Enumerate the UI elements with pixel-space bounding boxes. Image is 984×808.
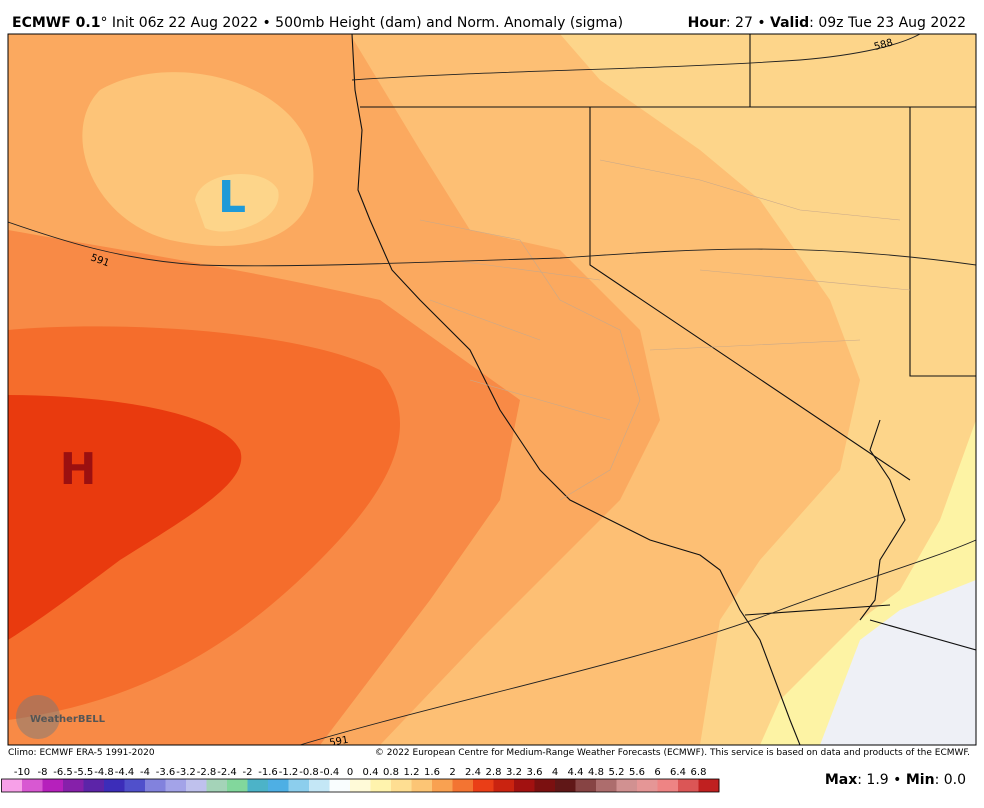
colorbar-label: 2 [449, 767, 455, 778]
colorbar-label: 4.4 [568, 767, 584, 778]
colorbar-label: -3.2 [176, 767, 196, 778]
colorbar-swatch [63, 779, 84, 792]
colorbar-swatch [637, 779, 658, 792]
colorbar-swatch [288, 779, 310, 792]
title: ECMWF 0.1° Init 06z 22 Aug 2022 • 500mb … [12, 15, 623, 31]
contour-label: 588 [873, 37, 894, 53]
colorbar-swatch [145, 779, 166, 792]
colorbar-swatch [124, 779, 146, 792]
colorbar-label: -0.8 [299, 767, 319, 778]
colorbar-swatch [247, 779, 269, 792]
colorbar-label: -2.8 [197, 767, 217, 778]
map-frame [7, 33, 977, 746]
title-bold: ECMWF 0.1 [12, 15, 100, 31]
colorbar-label: 2.4 [465, 767, 481, 778]
colorbar-swatch [514, 779, 535, 792]
colorbar-swatch [411, 779, 433, 792]
max-label: Max [825, 772, 857, 788]
colorbar-swatch [350, 779, 371, 792]
valid-label: Valid [770, 15, 809, 31]
colorbar-label: -0.4 [320, 767, 340, 778]
colorbar-label: 0.8 [383, 767, 399, 778]
colorbar-swatch [452, 779, 474, 792]
colorbar-swatch [534, 779, 556, 792]
valid-info: Hour: 27 • Valid: 09z Tue 23 Aug 2022 [688, 15, 966, 31]
colorbar-label: 0 [347, 767, 353, 778]
colorbar-label: 0.4 [363, 767, 379, 778]
colorbar-label: -1.6 [258, 767, 278, 778]
colorbar-swatch [575, 779, 597, 792]
colorbar-label: 4 [552, 767, 558, 778]
colorbar-label: 4.8 [588, 767, 604, 778]
colorbar-label: 3.6 [527, 767, 543, 778]
colorbar-swatch [698, 779, 720, 792]
colorbar-label: 1.6 [424, 767, 440, 778]
colorbar-swatch [370, 779, 392, 792]
colorbar-label: 1.2 [404, 767, 420, 778]
colorbar-swatch [493, 779, 515, 792]
colorbar-swatch [329, 779, 351, 792]
hour-text: : 27 • [726, 15, 770, 31]
colorbar-label: 2.8 [486, 767, 502, 778]
colorbar-swatch [104, 779, 125, 792]
colorbar-swatch [555, 779, 576, 792]
colorbar-label: -3.6 [156, 767, 176, 778]
high-label: H [60, 444, 97, 495]
low-label: L [218, 172, 246, 223]
colorbar-label: -1.2 [279, 767, 299, 778]
colorbar-label: 6.8 [691, 767, 707, 778]
colorbar-swatch [83, 779, 105, 792]
colorbar-swatch [165, 779, 187, 792]
colorbar-swatch [678, 779, 699, 792]
min-text: : 0.0 [935, 772, 966, 788]
colorbar-swatch [1, 779, 23, 792]
colorbar-label: -2.4 [217, 767, 237, 778]
colorbar-swatch [391, 779, 412, 792]
colorbar-swatch [42, 779, 64, 792]
colorbar-label: -8 [38, 767, 48, 778]
map: H L 591 588 591 WeatherBELL [8, 34, 976, 749]
max-min: Max: 1.9 • Min: 0.0 [825, 772, 966, 788]
colorbar-label: 6 [654, 767, 660, 778]
colorbar-swatch [432, 779, 453, 792]
colorbar-swatch [227, 779, 248, 792]
colorbar-label: 3.2 [506, 767, 522, 778]
logo: WeatherBELL [30, 714, 106, 725]
colorbar-label: 6.4 [670, 767, 686, 778]
hour-label: Hour [688, 15, 726, 31]
colorbar-swatch [657, 779, 679, 792]
colorbar-swatch [22, 779, 43, 792]
contour-label: 591 [329, 735, 350, 749]
colorbar-swatch [206, 779, 228, 792]
colorbar-swatch [616, 779, 638, 792]
colorbar-label: -4.4 [115, 767, 135, 778]
min-label: Min [906, 772, 935, 788]
colorbar-label: -10 [14, 767, 30, 778]
valid-text: : 09z Tue 23 Aug 2022 [809, 15, 966, 31]
title-text: ° Init 06z 22 Aug 2022 • 500mb Height (d… [100, 15, 623, 31]
colorbar-swatch [186, 779, 207, 792]
logo-icon [16, 695, 60, 739]
colorbar-swatch [309, 779, 330, 792]
copyright: © 2022 European Centre for Medium-Range … [375, 748, 970, 758]
colorbar-swatch [473, 779, 494, 792]
colorbar-label: -2 [243, 767, 253, 778]
colorbar-label: -5.5 [74, 767, 94, 778]
colorbar-label: 5.2 [609, 767, 625, 778]
climo: Climo: ECMWF ERA-5 1991-2020 [8, 748, 155, 758]
max-text: : 1.9 • [857, 772, 906, 788]
colorbar-label: 5.6 [629, 767, 645, 778]
colorbar-swatch [596, 779, 617, 792]
colorbar-frame [1, 778, 720, 793]
colorbar-label: -6.5 [53, 767, 73, 778]
colorbar-label: -4 [140, 767, 150, 778]
colorbar: -10 -8 -6.5 -5.5 -4.8 -4.4 -4 -3.6 -3.2 -2.8 -2.4-… [1, 767, 720, 793]
colorbar-label: -4.8 [94, 767, 114, 778]
colorbar-swatch [268, 779, 289, 792]
